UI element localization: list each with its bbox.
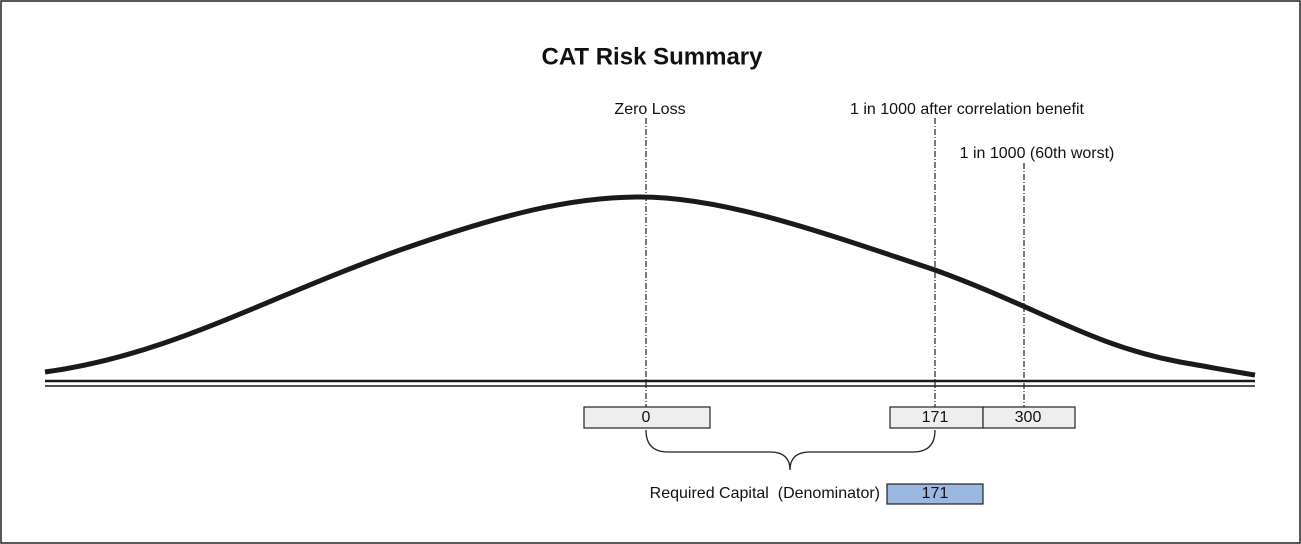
bracket [645, 429, 936, 471]
value-text: 0 [642, 409, 651, 426]
marker-label: 1 in 1000 (60th worst) [960, 145, 1115, 162]
required-capital-value: 171 [922, 485, 949, 502]
required-capital-label: Required Capital (Denominator) [650, 485, 880, 502]
value-text: 300 [1015, 409, 1042, 426]
marker-label: 1 in 1000 after correlation benefit [850, 101, 1084, 118]
required-capital-box [886, 483, 984, 505]
value-box [583, 406, 711, 429]
title: CAT Risk Summary [542, 43, 764, 70]
distribution-curve [44, 194, 1256, 378]
marker-label: Zero Loss [614, 101, 685, 118]
value-box [982, 406, 1076, 429]
value-text: 171 [922, 409, 949, 426]
